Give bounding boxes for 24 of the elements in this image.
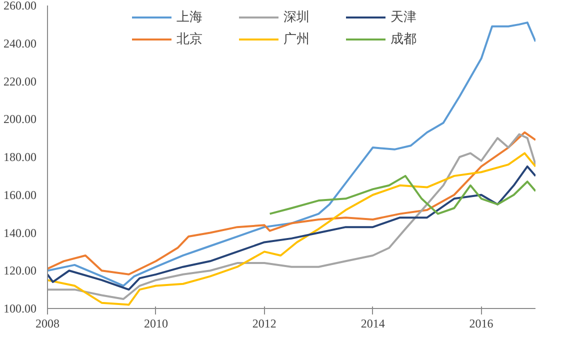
y-tick-label: 180.00 [4,150,36,164]
line-series [268,174,536,215]
legend-label: 成都 [390,30,418,48]
y-tick-label: 140.00 [4,226,36,240]
line-series [48,22,536,287]
line-series [48,131,536,276]
x-tick-label: 2010 [144,316,168,330]
y-tick-label: 200.00 [4,112,36,126]
y-tick-label: 120.00 [4,264,36,278]
line-series [48,165,536,291]
legend-label: 天津 [390,8,418,26]
y-tick-label: 160.00 [4,188,36,202]
x-tick-label: 2016 [469,316,494,330]
y-tick-label: 240.00 [4,36,36,50]
x-tick-label: 2014 [360,316,385,330]
legend-label: 北京 [176,30,204,48]
y-tick-label: 220.00 [4,74,36,88]
x-tick-label: 2012 [252,316,276,330]
legend-label: 上海 [176,8,204,26]
y-tick-label: 100.00 [4,302,36,316]
legend-label: 广州 [284,30,310,48]
x-tick-label: 2008 [36,316,60,330]
y-tick-label: 260.00 [4,0,36,12]
legend-label: 深圳 [284,8,310,26]
